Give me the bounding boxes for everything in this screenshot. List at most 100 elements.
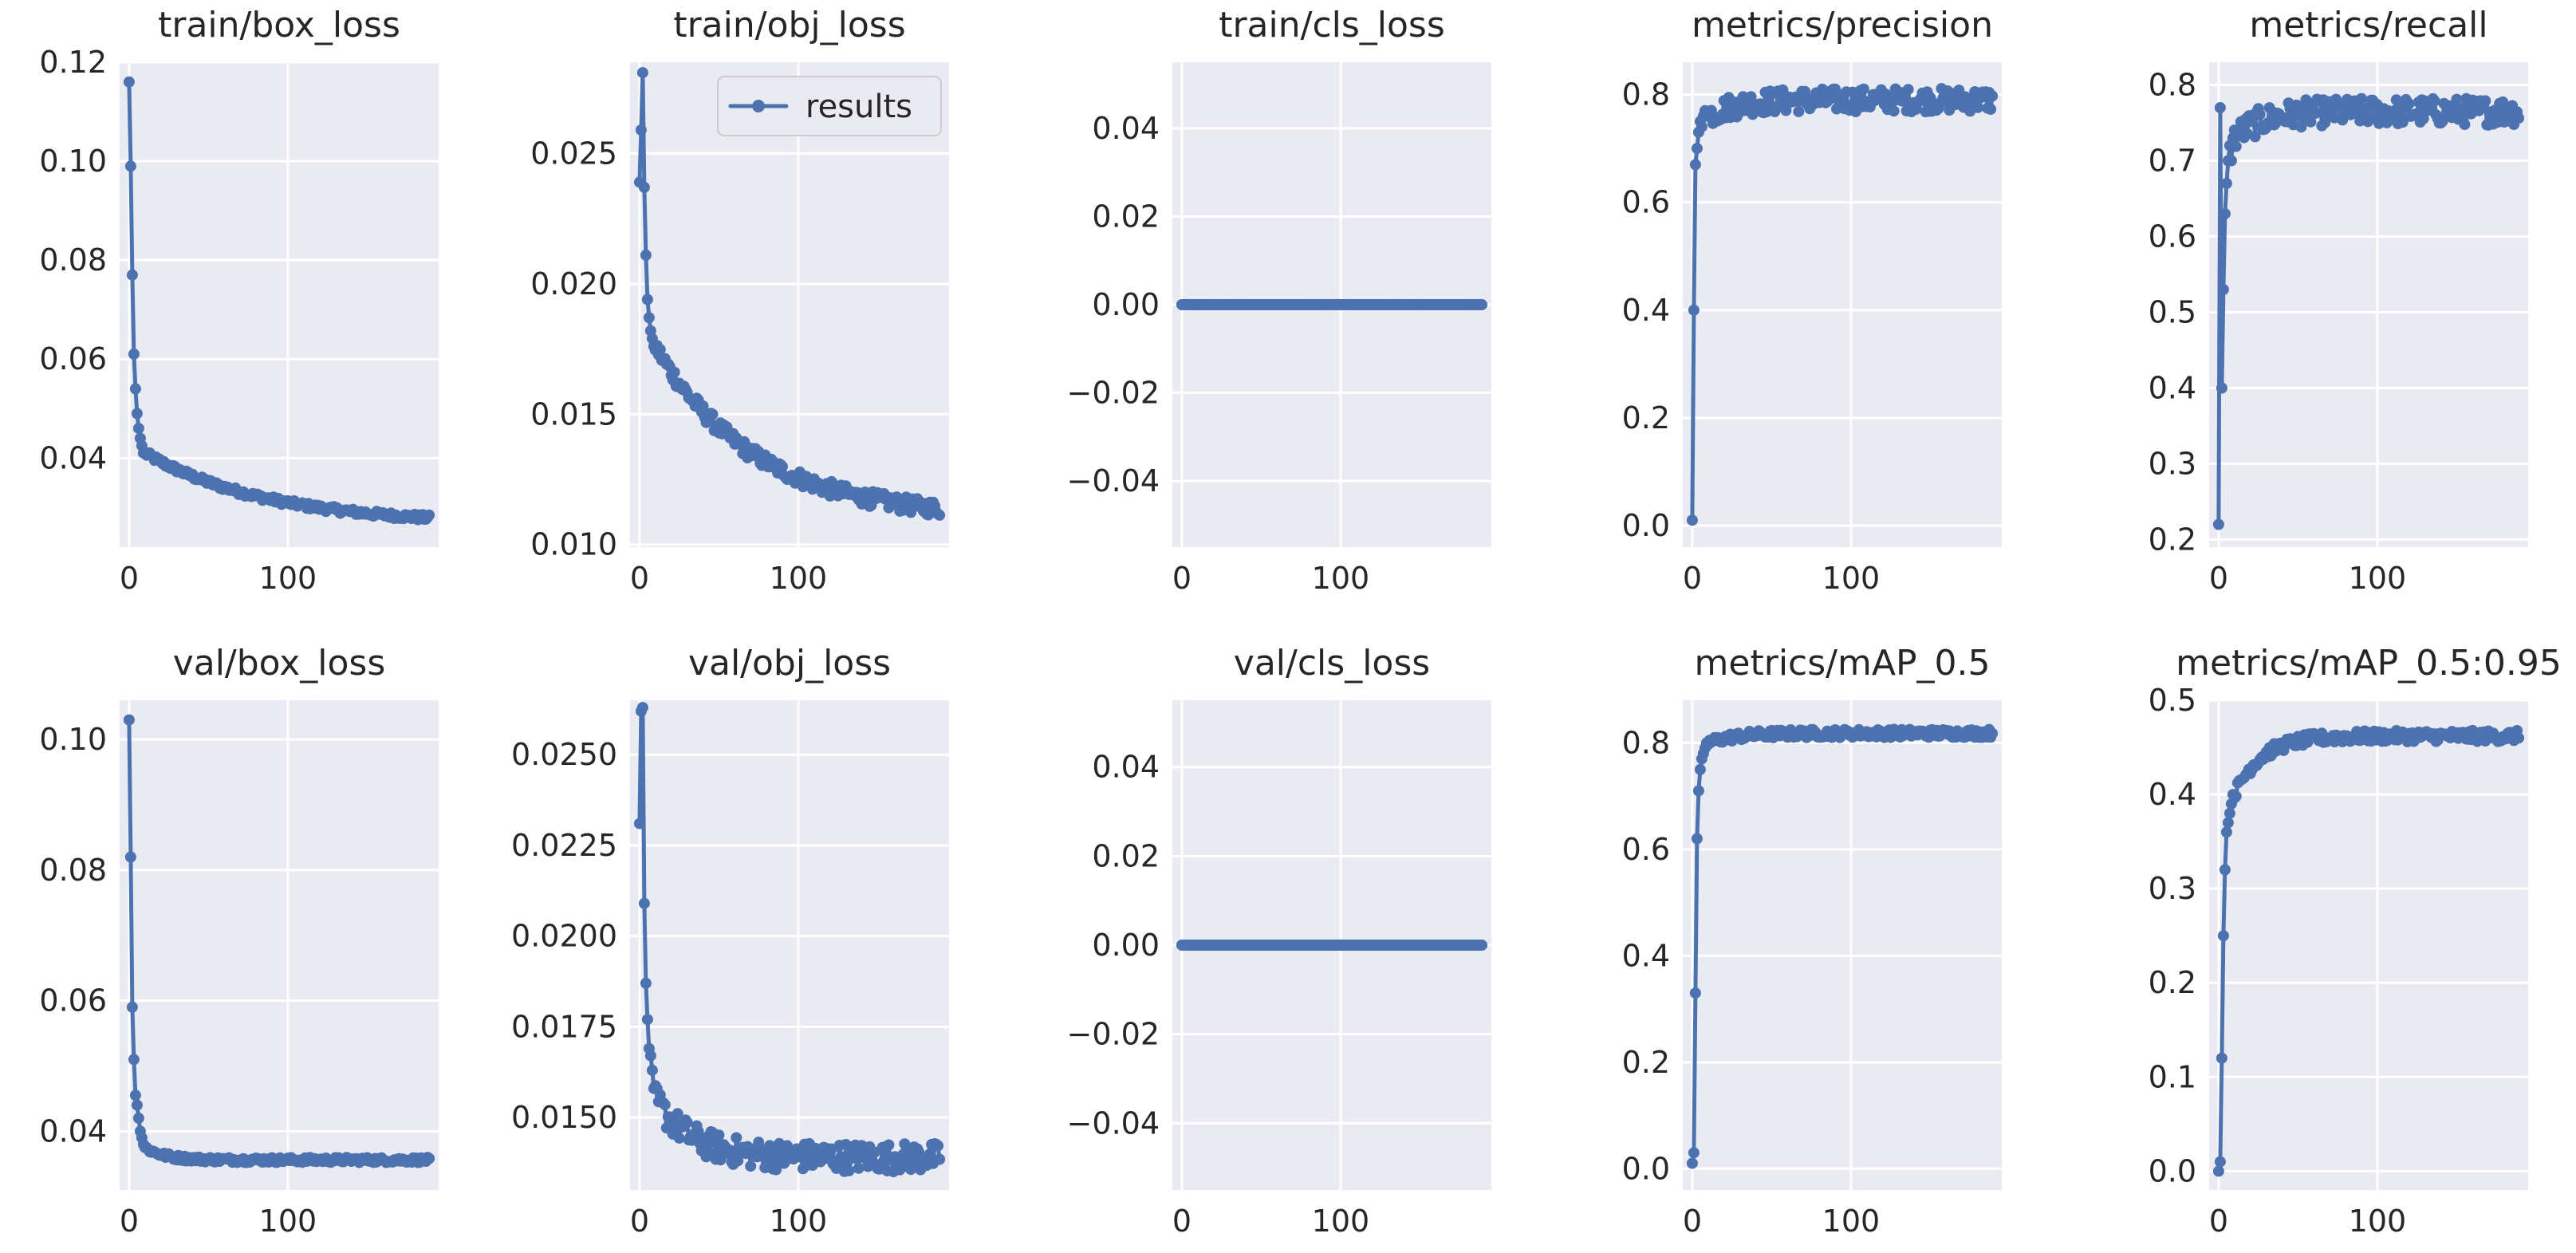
data-point xyxy=(124,851,136,863)
data-point xyxy=(659,1099,671,1111)
y-tick-label: 0.02 xyxy=(1092,199,1160,234)
data-point xyxy=(672,1108,683,1120)
y-tick-label: −0.02 xyxy=(1067,376,1160,411)
data-point xyxy=(2216,1052,2227,1064)
y-tick-label: 0.0175 xyxy=(511,1009,617,1044)
data-point xyxy=(128,349,140,360)
plot-area xyxy=(1683,62,2002,547)
plot-title: metrics/mAP_0.5:0.95 xyxy=(2176,643,2562,684)
data-point xyxy=(2397,116,2409,128)
data-point xyxy=(2230,790,2242,802)
data-point xyxy=(1888,105,1900,117)
y-tick-label: −0.04 xyxy=(1067,463,1160,498)
data-point xyxy=(697,400,709,412)
y-tick-label: 0.08 xyxy=(39,853,107,888)
data-point xyxy=(1972,101,1984,113)
data-point xyxy=(1793,105,1805,117)
legend-box xyxy=(717,76,942,136)
data-point xyxy=(668,366,680,378)
data-point xyxy=(123,76,135,88)
data-point xyxy=(646,1064,658,1076)
data-point xyxy=(2513,112,2525,124)
y-tick-label: 0.2 xyxy=(2149,965,2196,1000)
data-point xyxy=(640,977,652,989)
x-tick-label: 0 xyxy=(630,1204,649,1239)
data-point xyxy=(1688,1147,1700,1159)
data-point xyxy=(2298,108,2310,120)
y-tick-label: 0.3 xyxy=(2149,447,2196,482)
data-point xyxy=(1692,785,1704,797)
data-point xyxy=(731,1132,742,1144)
data-point xyxy=(126,269,138,281)
x-tick-label: 100 xyxy=(1822,561,1881,596)
x-tick-label: 0 xyxy=(2209,561,2228,596)
y-tick-label: 0.5 xyxy=(2149,683,2196,718)
data-point xyxy=(641,1014,653,1026)
data-point xyxy=(2220,178,2232,189)
data-point xyxy=(2319,116,2331,128)
data-point xyxy=(2219,208,2231,219)
y-tick-label: 0.6 xyxy=(2149,219,2196,254)
x-tick-label: 100 xyxy=(259,1204,317,1239)
y-tick-label: 0.00 xyxy=(1092,928,1160,963)
y-tick-label: 0.4 xyxy=(2149,777,2196,812)
data-point xyxy=(883,1139,895,1151)
y-tick-label: 0.04 xyxy=(1092,111,1160,146)
data-point xyxy=(1987,90,1999,102)
x-tick-label: 0 xyxy=(120,561,139,596)
y-tick-label: 0.8 xyxy=(2149,68,2196,103)
data-point xyxy=(638,181,650,193)
x-tick-label: 100 xyxy=(1312,1204,1370,1239)
y-tick-label: 0.6 xyxy=(1622,185,1670,220)
data-point xyxy=(2212,518,2224,530)
x-tick-label: 0 xyxy=(120,1204,139,1239)
data-point xyxy=(129,1089,141,1101)
x-tick-label: 100 xyxy=(2349,561,2407,596)
plot-title: train/obj_loss xyxy=(673,5,905,45)
plot-title: metrics/recall xyxy=(2249,5,2487,45)
x-tick-label: 0 xyxy=(1172,561,1191,596)
data-point xyxy=(1777,84,1789,96)
data-point xyxy=(673,1132,685,1144)
data-point xyxy=(2403,98,2415,110)
data-point xyxy=(2513,732,2525,744)
data-point xyxy=(707,408,719,420)
data-point xyxy=(654,344,666,356)
data-point xyxy=(924,1148,936,1160)
data-point xyxy=(1902,84,1914,96)
data-point xyxy=(129,383,141,395)
y-tick-label: 0.4 xyxy=(2149,371,2196,406)
data-point xyxy=(2459,119,2471,130)
data-point xyxy=(123,714,135,726)
y-tick-label: 0.0200 xyxy=(511,919,617,954)
data-point xyxy=(1689,159,1701,171)
data-point xyxy=(2217,284,2229,295)
plot-area xyxy=(630,62,949,547)
y-tick-label: 0.020 xyxy=(530,266,617,301)
data-point xyxy=(2214,102,2226,113)
y-tick-label: 0.015 xyxy=(530,396,617,431)
data-point xyxy=(2225,155,2237,167)
data-point xyxy=(1694,763,1706,775)
data-point xyxy=(2295,121,2307,133)
data-point xyxy=(841,1156,853,1168)
subplot-3: 0 100 0.0 0.2 0.4 0.6 0.8 metrics/precision xyxy=(1622,5,2002,596)
data-point xyxy=(635,124,647,136)
x-tick-label: 0 xyxy=(2209,1204,2228,1239)
data-point xyxy=(641,294,653,305)
data-point xyxy=(2479,95,2491,107)
y-tick-label: 0.08 xyxy=(39,242,107,278)
data-point xyxy=(2254,108,2266,120)
plot-title: val/obj_loss xyxy=(688,643,891,684)
y-tick-label: 0.7 xyxy=(2149,144,2196,179)
data-point xyxy=(126,1001,138,1013)
data-point xyxy=(633,818,645,829)
subplot-7: 0 100 −0.04 −0.02 0.00 0.02 0.04 val/cls_loss xyxy=(1067,643,1491,1239)
data-point xyxy=(770,1164,782,1176)
plot-area xyxy=(120,62,439,547)
y-tick-label: 0.6 xyxy=(1622,832,1670,867)
plot-title: metrics/precision xyxy=(1692,5,1993,45)
data-point xyxy=(1476,299,1488,310)
data-point xyxy=(713,1129,725,1141)
data-point xyxy=(1799,85,1811,97)
